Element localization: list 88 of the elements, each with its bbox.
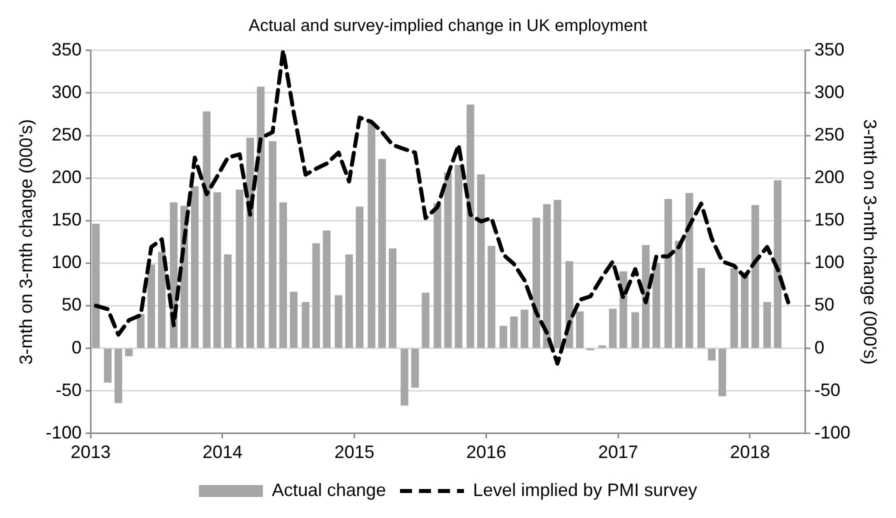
bar xyxy=(718,348,726,396)
bar xyxy=(268,141,276,348)
x-tick-label: 2016 xyxy=(466,442,506,462)
y2-tick-label: 0 xyxy=(814,337,824,358)
y-tick-label: 0 xyxy=(72,337,82,358)
bar xyxy=(444,172,452,348)
bar xyxy=(388,248,396,348)
x-tick-label: 2014 xyxy=(202,442,243,462)
bar xyxy=(356,206,364,348)
bar xyxy=(510,316,518,348)
bar xyxy=(368,122,376,348)
bar xyxy=(279,202,287,348)
y-tick-label: 350 xyxy=(52,39,82,60)
bar xyxy=(345,254,353,348)
x-tick-label: 2013 xyxy=(70,442,111,462)
y2-tick-label: 200 xyxy=(814,167,844,188)
bar xyxy=(114,348,122,404)
bar xyxy=(740,272,749,348)
y-tick-label: -100 xyxy=(46,422,82,442)
y2-tick-label: -100 xyxy=(814,422,850,442)
bar xyxy=(652,262,660,348)
y-tick-label: 150 xyxy=(52,210,82,230)
x-tick-label: 2018 xyxy=(730,442,770,462)
bar xyxy=(334,295,342,348)
bar xyxy=(708,348,716,361)
bar xyxy=(598,345,606,348)
x-tick-label: 2017 xyxy=(598,442,638,462)
line-series xyxy=(94,50,790,366)
bar xyxy=(411,348,419,388)
bar xyxy=(631,312,640,348)
bar xyxy=(730,268,738,348)
y-tick-label: 200 xyxy=(52,167,82,188)
bar xyxy=(520,310,528,348)
y-tick-label: -50 xyxy=(56,380,82,400)
bar xyxy=(190,186,199,348)
bar xyxy=(104,348,112,383)
bar xyxy=(576,311,584,348)
chart-title: Actual and survey-implied change in UK employment xyxy=(248,16,648,35)
bar xyxy=(224,254,232,348)
bar xyxy=(158,252,166,348)
bar xyxy=(256,86,265,348)
bar xyxy=(500,326,508,348)
y2-tick-label: 100 xyxy=(814,252,844,272)
y-tick-label: 300 xyxy=(52,82,82,102)
bar xyxy=(609,308,617,348)
bar xyxy=(312,243,320,348)
x-tick-label: 2015 xyxy=(334,442,374,462)
bar xyxy=(236,190,244,348)
legend-label: Actual change xyxy=(272,480,386,500)
bar xyxy=(125,348,133,356)
bar xyxy=(422,292,430,348)
bar xyxy=(763,302,771,348)
bar xyxy=(290,292,298,348)
bar xyxy=(400,348,408,406)
bar xyxy=(454,164,462,348)
y-axis-title: 3-mth on 3-mth change (000's) xyxy=(16,119,36,365)
legend-label: Level implied by PMI survey xyxy=(473,480,698,500)
y2-tick-label: 250 xyxy=(814,124,844,144)
bar xyxy=(685,193,694,348)
bar xyxy=(378,159,386,348)
y2-tick-label: -50 xyxy=(814,380,840,400)
y2-axis-title: 3-mth on 3-mth change (000's) xyxy=(860,119,880,365)
bar xyxy=(92,224,100,348)
bar xyxy=(774,180,782,348)
bar xyxy=(554,200,562,348)
bar xyxy=(302,302,310,348)
y2-tick-label: 50 xyxy=(814,294,834,315)
bar xyxy=(466,104,474,348)
bar xyxy=(532,218,540,348)
bar xyxy=(488,246,496,348)
bar xyxy=(434,203,442,348)
y2-tick-label: 350 xyxy=(814,39,844,60)
y-tick-label: 50 xyxy=(62,294,82,315)
bar xyxy=(674,240,683,348)
bar xyxy=(136,314,145,348)
bar xyxy=(751,204,760,348)
bar xyxy=(543,204,551,348)
y2-tick-label: 300 xyxy=(814,82,844,102)
bar xyxy=(697,268,706,348)
bar xyxy=(322,230,331,348)
bar xyxy=(213,192,222,348)
bar xyxy=(477,174,485,348)
y2-tick-label: 150 xyxy=(814,210,844,230)
bar xyxy=(147,264,156,348)
y-tick-label: 100 xyxy=(52,252,82,272)
bar xyxy=(664,199,672,348)
bar xyxy=(202,111,211,348)
y-tick-label: 250 xyxy=(52,124,82,144)
